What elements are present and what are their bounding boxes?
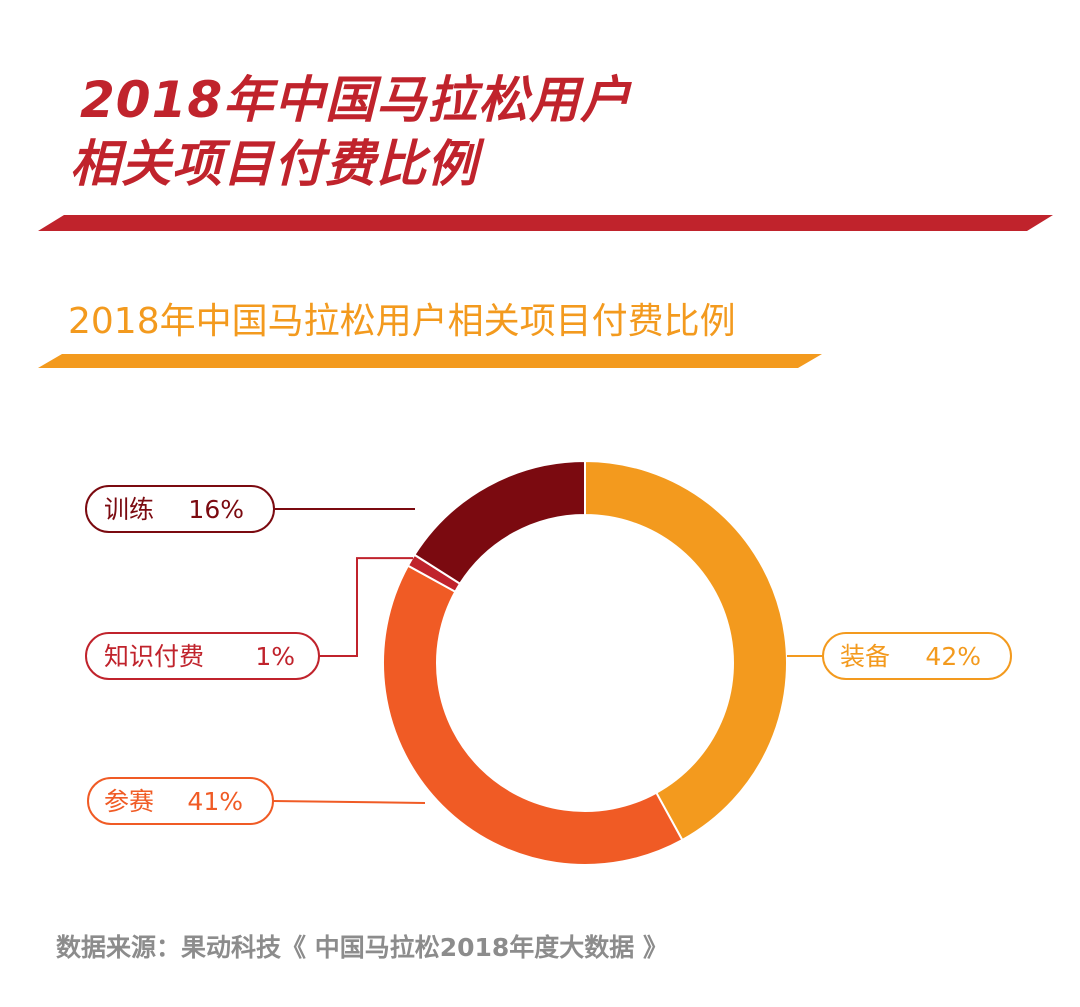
slice-value-0: 42%: [925, 642, 981, 671]
donut-slice-3: [413, 459, 586, 586]
title-underline-bar: [38, 215, 1053, 231]
main-title-line2: 相关项目付费比例: [70, 135, 478, 193]
source-note: 数据来源：果动科技《 中国马拉松2018年度大数据 》: [56, 933, 668, 962]
slice-value-3: 16%: [188, 495, 244, 524]
label-pill-2: [85, 632, 320, 680]
main-title: 2018年中国马拉松用户 相关项目付费比例: [70, 68, 631, 196]
donut-slice-1: [382, 564, 684, 866]
leader-line-1: [272, 800, 426, 804]
label-pill-1: [87, 777, 274, 825]
label-pill-0: [822, 632, 1012, 680]
leader-line-2: [319, 557, 414, 657]
slice-label-0: 装备: [840, 642, 890, 671]
label-pill-3: [85, 485, 275, 533]
slice-label-1: 参赛: [104, 787, 154, 816]
slice-value-2: 1%: [255, 642, 295, 671]
donut-chart: 装备 42% 参赛 41% 知识付费 1% 训练 16%: [85, 459, 1012, 866]
donut-slice-0: [584, 459, 788, 842]
chart-title: 2018年中国马拉松用户相关项目付费比例: [68, 301, 736, 342]
slice-label-2: 知识付费: [104, 642, 204, 671]
chart-title-underline-bar: [38, 354, 822, 368]
slice-label-3: 训练: [104, 495, 154, 524]
slice-value-1: 41%: [187, 787, 243, 816]
main-title-line1: 2018年中国马拉松用户: [80, 71, 632, 129]
